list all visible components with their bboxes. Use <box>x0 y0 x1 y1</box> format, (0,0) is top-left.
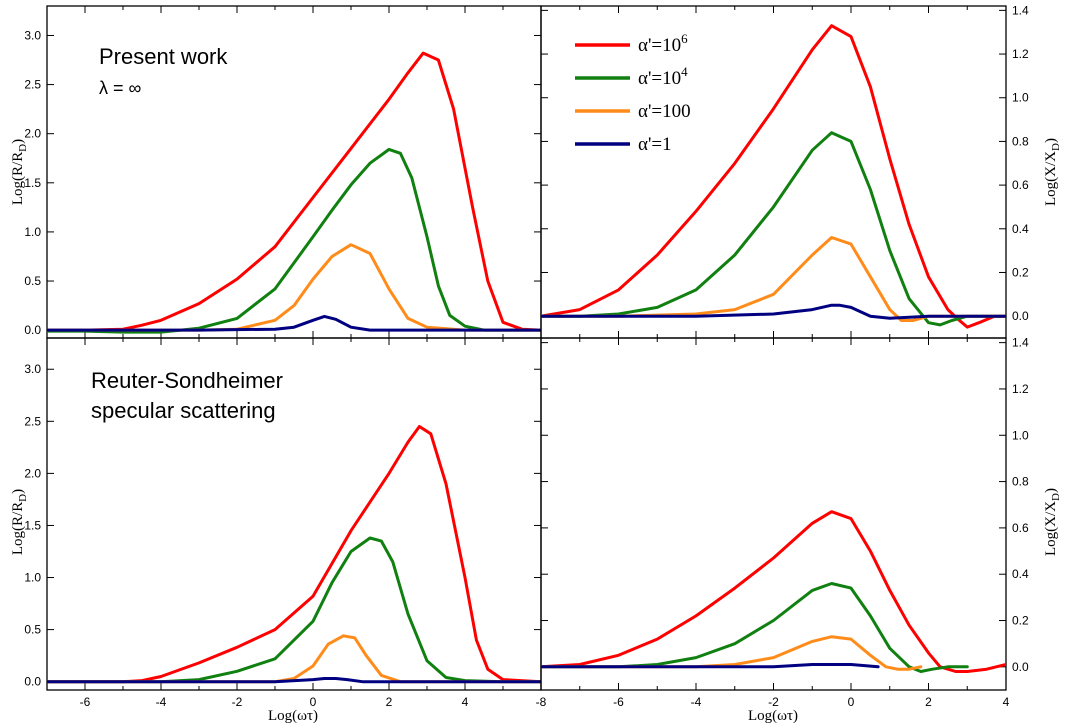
y-tick-label: 0.0 <box>1012 660 1029 674</box>
y-axis-title-left: Log(R/RD) <box>10 139 29 205</box>
y-tick-label: 0.0 <box>1012 309 1029 323</box>
x-tick-label: 4 <box>1003 695 1010 709</box>
panel-bottom-left: -6 -4 -2 0 2 4 0.0 0.5 1.0 1.5 2.0 2.5 3.0 <box>24 337 542 709</box>
series-line-a1e6 <box>47 51 541 332</box>
x-tick-label: -8 <box>536 695 547 709</box>
series-line-a1 <box>47 314 541 332</box>
series-line-a1 <box>541 303 1006 320</box>
y-tick-label: 0.5 <box>24 623 41 637</box>
series-line-a1e6 <box>541 510 1006 673</box>
series-line-a100 <box>47 243 541 332</box>
y-tick-label: 1.0 <box>1012 91 1029 105</box>
y-tick-label: 2.0 <box>24 466 41 480</box>
legend-entry: α'=100 <box>638 101 691 122</box>
y-tick-label: 1.0 <box>24 571 41 585</box>
y-tick-label: 0.2 <box>1012 265 1029 279</box>
panel-top-right: 0.0 0.2 0.4 0.6 0.8 1.0 1.2 1.4 <box>540 3 1029 339</box>
y-tick-label: 0.6 <box>1012 178 1029 192</box>
x-tick-label: -2 <box>768 695 779 709</box>
series-line-a1 <box>47 677 541 684</box>
plot-frame <box>540 337 1007 691</box>
y-tick-label: 1.0 <box>1012 428 1029 442</box>
y-tick-label: 1.0 <box>24 225 41 239</box>
x-tick-label: -2 <box>232 695 243 709</box>
x-tick-label: 0 <box>310 695 317 709</box>
axis-titles: Log(ωτ) Log(ωτ) Log(R/RD) Log(R/RD) Log(X/XD… <box>10 138 1062 724</box>
y-tick-label: 0.4 <box>1012 567 1029 581</box>
y-tick-label: 0.8 <box>1012 134 1029 148</box>
y-tick-label: 3.0 <box>24 362 41 376</box>
y-tick-label: 3.0 <box>24 28 41 42</box>
x-tick-label: 2 <box>925 695 932 709</box>
y-tick-label: 1.5 <box>24 518 41 532</box>
x-tick-label: -6 <box>80 695 91 709</box>
y-tick-label: 0.2 <box>1012 614 1029 628</box>
x-tick-label: 2 <box>386 695 393 709</box>
annotation-specular-scattering: specular scattering <box>91 398 276 423</box>
x-tick-label: -6 <box>613 695 624 709</box>
legend-entry: α'=104 <box>638 64 688 89</box>
y-tick-label: 1.5 <box>24 176 41 190</box>
x-tick-label: -4 <box>156 695 167 709</box>
y-tick-label: 1.2 <box>1012 47 1029 61</box>
series-line-a1 <box>541 663 880 669</box>
series-line-a1e4 <box>541 582 969 673</box>
y-tick-label: 0.6 <box>1012 521 1029 535</box>
series-line-a100 <box>541 236 1006 322</box>
x-axis-title: Log(ωτ) <box>268 708 318 724</box>
y-tick-label: 2.5 <box>24 414 41 428</box>
x-axis-title: Log(ωτ) <box>748 708 798 724</box>
y-tick-label: 0.8 <box>1012 475 1029 489</box>
series-line-a1e4 <box>47 536 541 684</box>
y-tick-label: 1.2 <box>1012 382 1029 396</box>
y-tick-label: 2.5 <box>24 78 41 92</box>
series-line-a100 <box>47 634 541 684</box>
series-line-a1e6 <box>47 425 541 684</box>
annotation-present-work: Present work <box>99 44 228 69</box>
y-axis-title-right: Log(X/XD) <box>1043 138 1062 206</box>
y-tick-label: 1.4 <box>1012 3 1029 17</box>
series-line-a1e6 <box>541 24 1006 329</box>
y-tick-label: 0.4 <box>1012 222 1029 236</box>
y-axis-title-right: Log(X/XD) <box>1043 488 1062 556</box>
panel-bottom-right: -8 -6 -4 -2 0 2 4 0.0 0.2 0.4 0.6 0.8 1.0 1.2 1.4 <box>536 336 1029 709</box>
y-tick-label: 0.0 <box>24 675 41 689</box>
x-tick-label: 0 <box>848 695 855 709</box>
x-tick-label: 4 <box>462 695 469 709</box>
y-tick-label: 1.4 <box>1012 336 1029 350</box>
y-tick-label: 0.0 <box>24 323 41 337</box>
y-axis-title-left: Log(R/RD) <box>10 489 29 555</box>
y-tick-label: 2.0 <box>24 127 41 141</box>
x-tick-label: -4 <box>691 695 702 709</box>
series-line-a1e4 <box>541 131 1006 327</box>
y-tick-label: 0.5 <box>24 274 41 288</box>
annotation-lambda: λ = ∞ <box>99 78 142 98</box>
legend: α'=106 α'=104 α'=100 α'=1 <box>575 31 691 155</box>
legend-entry: α'=106 <box>638 31 688 56</box>
panel-top-left: 0.0 0.5 1.0 1.5 2.0 2.5 3.0 <box>24 5 542 339</box>
legend-entry: α'=1 <box>638 134 672 155</box>
annotation-reuter-sondheimer: Reuter-Sondheimer <box>91 368 283 393</box>
